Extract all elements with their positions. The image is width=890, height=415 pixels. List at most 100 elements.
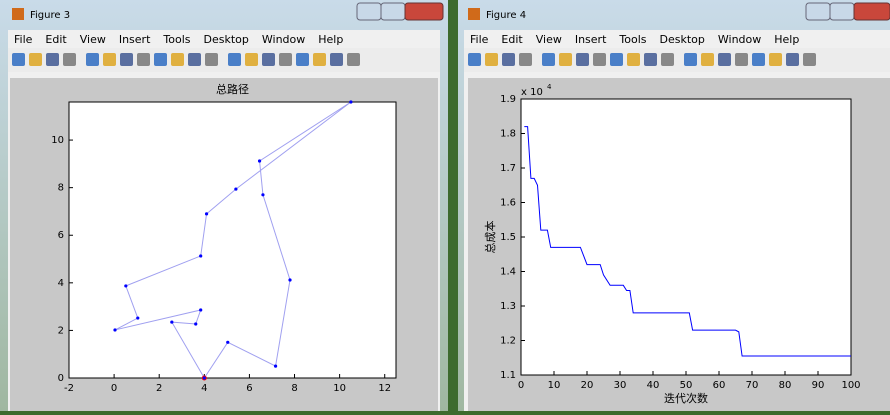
toolbar-button[interactable] bbox=[701, 53, 714, 66]
x-tick-label: 0 bbox=[111, 383, 117, 394]
toolbar-button[interactable] bbox=[330, 53, 343, 66]
toolbar-button[interactable] bbox=[519, 53, 532, 66]
minimize-button[interactable] bbox=[357, 3, 381, 20]
menu-item[interactable]: View bbox=[80, 33, 106, 46]
toolbar-button[interactable] bbox=[154, 53, 167, 66]
point-marker bbox=[124, 284, 127, 287]
menu-item[interactable]: Insert bbox=[119, 33, 151, 46]
toolbar-button[interactable] bbox=[63, 53, 76, 66]
toolbar-button[interactable] bbox=[542, 53, 555, 66]
menu-item[interactable]: File bbox=[14, 33, 33, 46]
x-tick-label: -2 bbox=[64, 383, 74, 394]
menu-item[interactable]: Tools bbox=[162, 33, 190, 46]
toolbar-button[interactable] bbox=[29, 53, 42, 66]
y-tick-label: 1.5 bbox=[500, 232, 516, 243]
y-tick-label: 1.1 bbox=[500, 370, 516, 381]
toolbar-button[interactable] bbox=[245, 53, 258, 66]
menu-bar: File Edit View Insert Tools Desktop Window Help bbox=[470, 33, 799, 46]
toolbar-button[interactable] bbox=[279, 53, 292, 66]
y-tick-label: 1.6 bbox=[500, 198, 516, 209]
toolbar-button[interactable] bbox=[262, 53, 275, 66]
axes bbox=[69, 102, 396, 378]
point-marker bbox=[199, 254, 202, 257]
menu-item[interactable]: Help bbox=[774, 33, 799, 46]
toolbar-button[interactable] bbox=[347, 53, 360, 66]
y-tick-label: 1.2 bbox=[500, 336, 516, 347]
point-marker bbox=[349, 100, 352, 103]
toolbar-button[interactable] bbox=[120, 53, 133, 66]
toolbar-button[interactable] bbox=[137, 53, 150, 66]
point-marker bbox=[194, 322, 197, 325]
y-tick-label: 1.7 bbox=[500, 163, 516, 174]
x-tick-label: 100 bbox=[841, 380, 860, 391]
y-tick-label: 10 bbox=[51, 135, 64, 146]
menu-item[interactable]: File bbox=[470, 33, 489, 46]
point-marker bbox=[226, 341, 229, 344]
x-tick-label: 10 bbox=[333, 383, 346, 394]
menu-item[interactable]: Insert bbox=[575, 33, 607, 46]
toolbar-button[interactable] bbox=[803, 53, 816, 66]
y-tick-label: 6 bbox=[58, 230, 64, 241]
axis-multiplier: x 10 bbox=[521, 87, 543, 98]
toolbar-button[interactable] bbox=[485, 53, 498, 66]
point-marker bbox=[258, 159, 261, 162]
toolbar-button[interactable] bbox=[769, 53, 782, 66]
toolbar-button[interactable] bbox=[786, 53, 799, 66]
toolbar-button[interactable] bbox=[752, 53, 765, 66]
toolbar-button[interactable] bbox=[468, 53, 481, 66]
axes bbox=[521, 99, 851, 375]
toolbar-button[interactable] bbox=[103, 53, 116, 66]
toolbar-button[interactable] bbox=[644, 53, 657, 66]
toolbar-button[interactable] bbox=[610, 53, 623, 66]
toolbar-button[interactable] bbox=[188, 53, 201, 66]
toolbar-button[interactable] bbox=[559, 53, 572, 66]
close-button[interactable] bbox=[854, 3, 890, 20]
toolbar-button[interactable] bbox=[228, 53, 241, 66]
toolbar-button[interactable] bbox=[502, 53, 515, 66]
toolbar-button[interactable] bbox=[735, 53, 748, 66]
y-tick-label: 0 bbox=[58, 373, 64, 384]
close-button[interactable] bbox=[405, 3, 443, 20]
x-tick-label: 80 bbox=[779, 380, 792, 391]
toolbar-button[interactable] bbox=[627, 53, 640, 66]
window-title: Figure 3 bbox=[30, 10, 70, 21]
x-tick-label: 40 bbox=[647, 380, 660, 391]
toolbar-button[interactable] bbox=[86, 53, 99, 66]
menu-item[interactable]: Window bbox=[262, 33, 305, 46]
toolbar-button[interactable] bbox=[205, 53, 218, 66]
toolbar-button[interactable] bbox=[661, 53, 674, 66]
menu-item[interactable]: Tools bbox=[618, 33, 646, 46]
y-tick-label: 1.9 bbox=[500, 94, 516, 105]
minimize-button[interactable] bbox=[806, 3, 830, 20]
menu-item[interactable]: Help bbox=[318, 33, 343, 46]
maximize-button[interactable] bbox=[830, 3, 854, 20]
menu-item[interactable]: Edit bbox=[501, 33, 523, 46]
toolbar-button[interactable] bbox=[12, 53, 25, 66]
toolbar-button[interactable] bbox=[593, 53, 606, 66]
point-marker bbox=[203, 376, 206, 379]
menu-item[interactable]: Desktop bbox=[204, 33, 249, 46]
x-tick-label: 10 bbox=[548, 380, 561, 391]
x-tick-label: 60 bbox=[713, 380, 726, 391]
menu-item[interactable]: Desktop bbox=[660, 33, 705, 46]
x-tick-label: 6 bbox=[246, 383, 252, 394]
maximize-button[interactable] bbox=[381, 3, 405, 20]
x-tick-label: 4 bbox=[201, 383, 207, 394]
point-marker bbox=[199, 308, 202, 311]
menu-item[interactable]: Edit bbox=[45, 33, 67, 46]
x-tick-label: 50 bbox=[680, 380, 693, 391]
toolbar-button[interactable] bbox=[313, 53, 326, 66]
toolbar-button[interactable] bbox=[576, 53, 589, 66]
toolbar-button[interactable] bbox=[171, 53, 184, 66]
point-marker bbox=[261, 193, 264, 196]
menu-item[interactable]: Window bbox=[718, 33, 761, 46]
toolbar-button[interactable] bbox=[46, 53, 59, 66]
x-tick-label: 90 bbox=[812, 380, 825, 391]
y-tick-label: 8 bbox=[58, 183, 64, 194]
toolbar-button[interactable] bbox=[296, 53, 309, 66]
toolbar-button[interactable] bbox=[684, 53, 697, 66]
y-tick-label: 2 bbox=[58, 325, 64, 336]
x-tick-label: 0 bbox=[518, 380, 524, 391]
menu-item[interactable]: View bbox=[536, 33, 562, 46]
toolbar-button[interactable] bbox=[718, 53, 731, 66]
